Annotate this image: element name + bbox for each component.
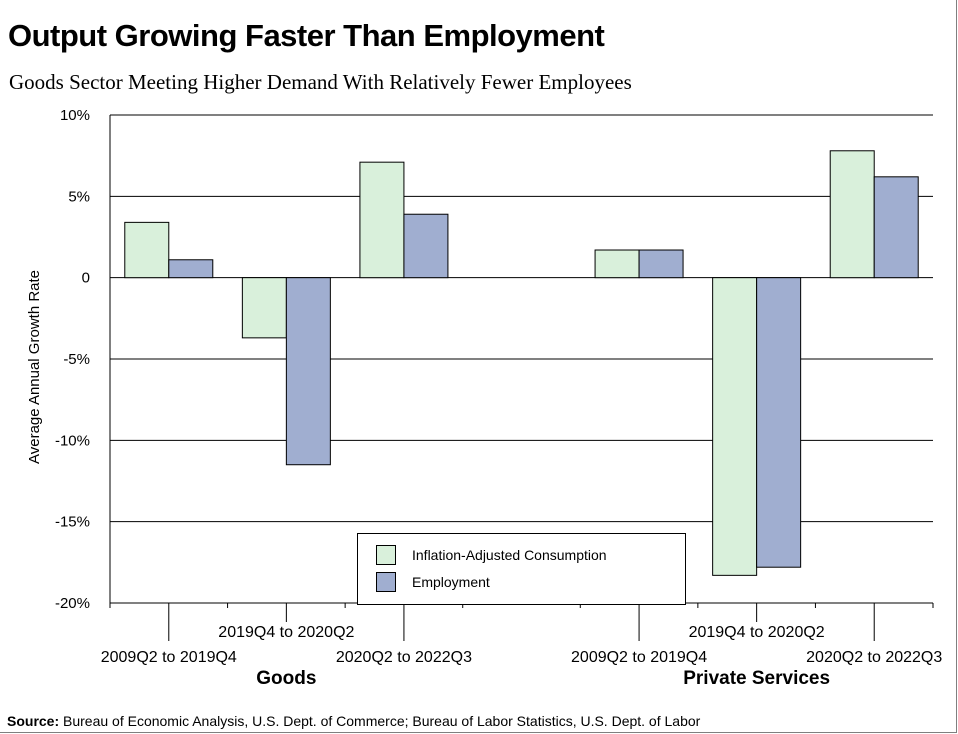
group-label: Goods — [256, 668, 316, 689]
bar-consumption — [359, 161, 405, 279]
y-tick-label: 0 — [82, 270, 90, 287]
bar-consumption — [241, 277, 287, 339]
bar-employment — [168, 259, 214, 279]
chart-title: Output Growing Faster Than Employment — [8, 18, 605, 53]
source-note: Source: Bureau of Economic Analysis, U.S… — [7, 713, 700, 729]
bar-employment — [756, 277, 802, 568]
legend-swatch-consumption — [376, 545, 396, 565]
legend-swatch-employment — [376, 572, 396, 592]
bar-consumption — [594, 249, 640, 279]
category-label: 2019Q4 to 2020Q2 — [218, 624, 354, 641]
bar-employment — [873, 176, 919, 279]
legend: Inflation-Adjusted Consumption Employmen… — [357, 533, 686, 605]
gridlines — [110, 114, 933, 604]
category-label: 2009Q2 to 2019Q4 — [571, 649, 707, 666]
legend-item-consumption: Inflation-Adjusted Consumption — [376, 544, 607, 566]
legend-label-employment: Employment — [412, 574, 490, 590]
y-tick-label: -15% — [55, 514, 90, 531]
bar-employment — [285, 277, 331, 466]
legend-item-employment: Employment — [376, 571, 490, 593]
category-label: 2009Q2 to 2019Q4 — [101, 649, 237, 666]
bar-consumption — [712, 277, 758, 576]
bars — [124, 150, 919, 576]
y-tick-label: 10% — [60, 107, 90, 124]
source-text: Bureau of Economic Analysis, U.S. Dept. … — [59, 713, 701, 729]
y-tick-label: -5% — [63, 351, 90, 368]
group-label: Private Services — [683, 668, 830, 689]
bar-employment — [403, 213, 449, 279]
y-tick-label: 5% — [68, 188, 90, 205]
y-tick-label: -10% — [55, 432, 90, 449]
axis-labels: 10% 5% 0 -5% -10% -15% -20% Average Annual Grow… — [26, 107, 942, 689]
source-label: Source: — [7, 713, 60, 729]
category-label: 2019Q4 to 2020Q2 — [689, 624, 825, 641]
chart-subtitle: Goods Sector Meeting Higher Demand With … — [9, 70, 632, 94]
bar-consumption — [124, 221, 170, 279]
legend-label-consumption: Inflation-Adjusted Consumption — [412, 547, 607, 563]
y-axis-title: Average Annual Growth Rate — [26, 270, 43, 464]
bar-chart: 10% 5% 0 -5% -10% -15% -20% Average Annual Grow… — [26, 107, 942, 689]
y-tick-label: -20% — [55, 595, 90, 612]
bar-employment — [638, 249, 684, 279]
bar-consumption — [829, 150, 875, 279]
category-label: 2020Q2 to 2022Q3 — [336, 649, 472, 666]
category-label: 2020Q2 to 2022Q3 — [806, 649, 942, 666]
